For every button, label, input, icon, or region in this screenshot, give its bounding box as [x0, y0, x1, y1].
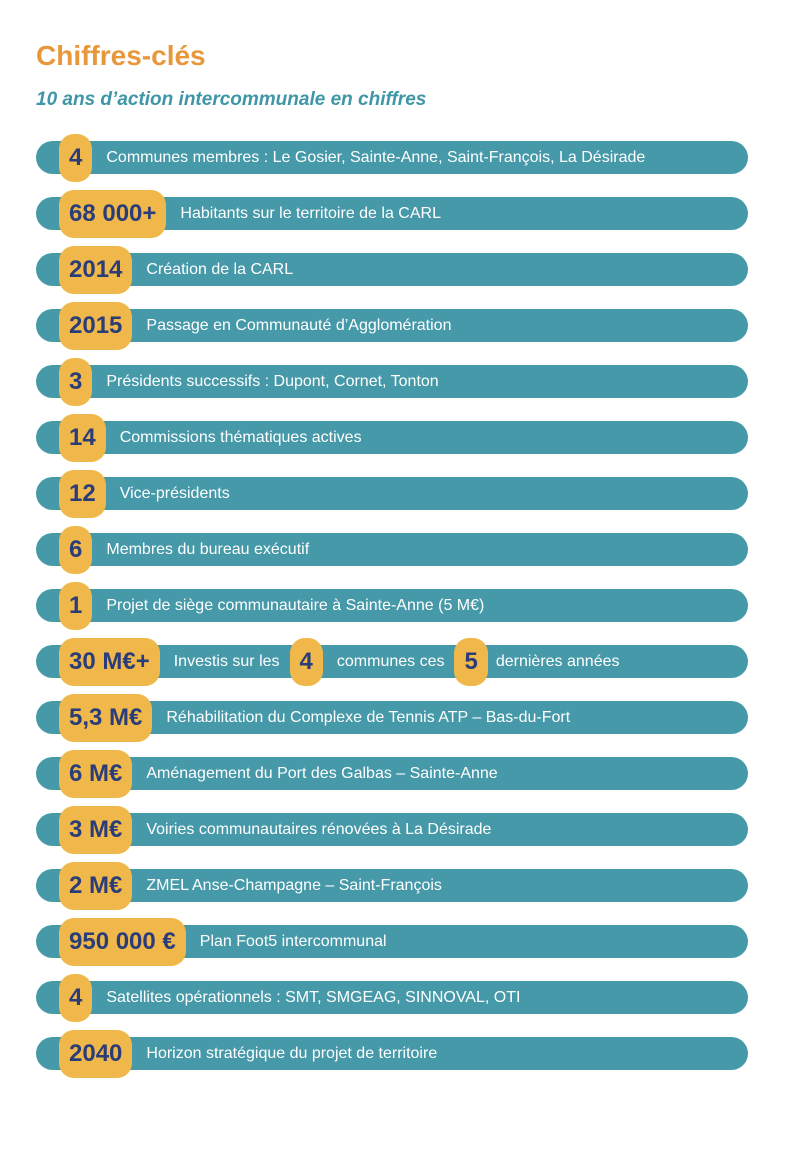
figure-number: 1 [59, 582, 93, 630]
figure-label: ZMEL Anse-Champagne – Saint-François [146, 877, 442, 894]
figure-number: 3 M€ [59, 806, 133, 854]
figure-label: Présidents successifs : Dupont, Cornet, … [106, 373, 439, 390]
row-bar [36, 589, 748, 622]
figure-row: 30 M€+ Investis sur les 4 communes ces 5… [36, 638, 748, 686]
page-title: Chiffres-clés [36, 40, 206, 71]
figure-row: 3 Présidents successifs : Dupont, Cornet… [36, 358, 748, 406]
figure-row: 6 M€ Aménagement du Port des Galbas – Sa… [36, 750, 748, 798]
figure-label: Satellites opérationnels : SMT, SMGEAG, … [106, 989, 521, 1006]
page-subtitle: 10 ans d’action intercommunale en chiffr… [36, 89, 427, 110]
figure-number-inline: 4 [289, 638, 323, 686]
figure-label: Plan Foot5 intercommunal [199, 933, 387, 950]
figure-row: 4 Satellites opérationnels : SMT, SMGEAG… [36, 974, 748, 1022]
figure-row: 68 000+ Habitants sur le territoire de l… [36, 190, 748, 238]
figure-label: Passage en Communauté d’Agglomération [146, 317, 452, 334]
figure-number: 6 M€ [59, 750, 133, 798]
figure-number: 5,3 M€ [59, 694, 153, 742]
row-bar [36, 421, 748, 454]
row-bar [36, 757, 748, 790]
figure-row: 2 M€ ZMEL Anse-Champagne – Saint-Françoi… [36, 862, 748, 910]
figure-label: Commissions thématiques actives [119, 429, 362, 446]
row-bar [36, 813, 748, 846]
figure-number: 2 M€ [59, 862, 133, 910]
figure-label: Habitants sur le territoire de la CARL [180, 205, 441, 222]
row-bar [36, 253, 748, 286]
figure-number: 4 [59, 134, 93, 182]
figure-row: 4 Communes membres : Le Gosier, Sainte-A… [36, 134, 748, 182]
figure-number: 950 000 € [59, 918, 186, 966]
figure-label-end: dernières années [495, 653, 620, 670]
row-bar [36, 365, 748, 398]
figure-label: Voiries communautaires rénovées à La Dés… [146, 821, 492, 838]
row-bar [36, 533, 748, 566]
figure-number: 14 [59, 414, 106, 462]
figure-label-continued: communes ces [336, 653, 445, 670]
figure-number: 4 [59, 974, 93, 1022]
row-bar [36, 477, 748, 510]
figure-label: Investis sur les [173, 653, 280, 670]
figure-label: Horizon stratégique du projet de territo… [146, 1045, 438, 1062]
figure-row: 12 Vice-présidents [36, 470, 748, 518]
figure-label: Membres du bureau exécutif [106, 541, 310, 558]
figure-label: Aménagement du Port des Galbas – Sainte-… [146, 765, 498, 782]
figure-row: 5,3 M€ Réhabilitation du Complexe de Ten… [36, 694, 748, 742]
figure-label: Réhabilitation du Complexe de Tennis ATP… [166, 709, 571, 726]
figure-row: 1 Projet de siège communautaire à Sainte… [36, 582, 748, 630]
figure-number: 30 M€+ [59, 638, 160, 686]
row-bar [36, 1037, 748, 1070]
figure-row: 2040 Horizon stratégique du projet de te… [36, 1030, 748, 1078]
row-bar [36, 141, 748, 174]
figure-row: 2014 Création de la CARL [36, 246, 748, 294]
figure-label: Vice-présidents [119, 485, 230, 502]
row-bar [36, 309, 748, 342]
figure-label: Projet de siège communautaire à Sainte-A… [106, 597, 485, 614]
figure-row: 14 Commissions thématiques actives [36, 414, 748, 462]
figure-number: 2015 [59, 302, 133, 350]
figure-number: 2014 [59, 246, 133, 294]
figure-number: 68 000+ [59, 190, 167, 238]
figure-number: 12 [59, 470, 106, 518]
figure-number: 3 [59, 358, 93, 406]
figure-number: 6 [59, 526, 93, 574]
figure-label: Création de la CARL [146, 261, 294, 278]
figure-row: 6 Membres du bureau exécutif [36, 526, 748, 574]
row-bar [36, 701, 748, 734]
figure-row: 950 000 € Plan Foot5 intercommunal [36, 918, 748, 966]
figure-row: 3 M€ Voiries communautaires rénovées à L… [36, 806, 748, 854]
figure-number: 2040 [59, 1030, 133, 1078]
row-bar [36, 869, 748, 902]
figure-row: 2015 Passage en Communauté d’Agglomérati… [36, 302, 748, 350]
row-bar [36, 981, 748, 1014]
figure-label: Communes membres : Le Gosier, Sainte-Ann… [106, 149, 646, 166]
figure-number-inline: 5 [454, 638, 488, 686]
